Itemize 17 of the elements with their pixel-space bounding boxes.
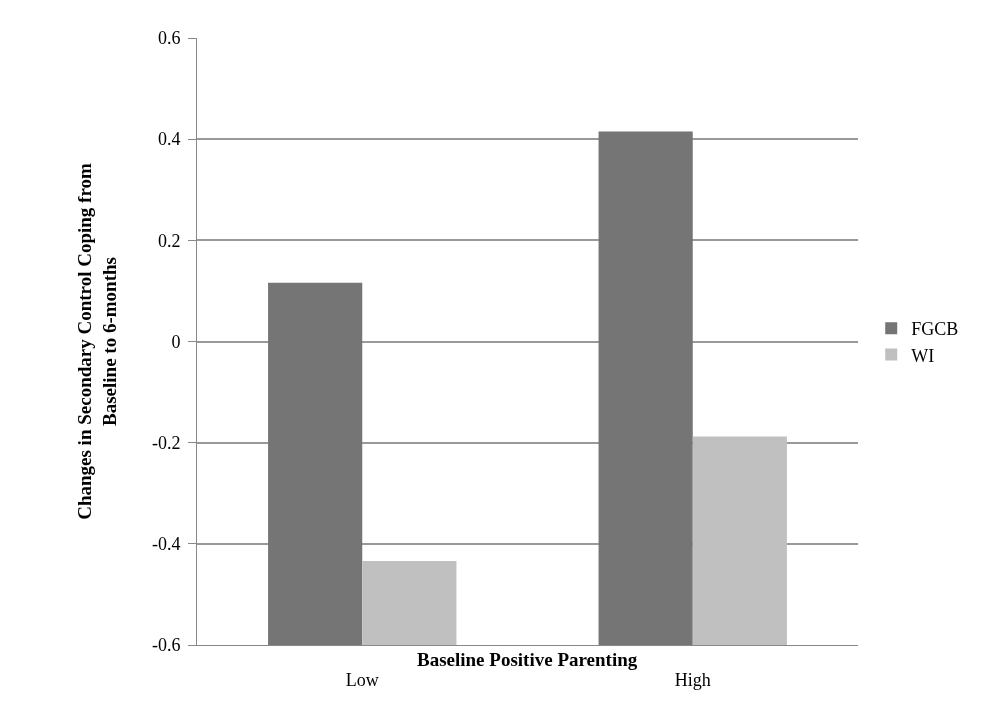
y-tick-label: -0.4 (151, 534, 181, 555)
y-tick-label: -0.6 (151, 635, 181, 656)
legend-label: WI (911, 345, 935, 366)
y-tick-label: 0.6 (157, 28, 181, 49)
legend-label: FGCB (911, 319, 959, 340)
bar (598, 131, 693, 645)
x-axis-title: Baseline Positive Parenting (417, 649, 638, 670)
bar (362, 561, 457, 645)
y-tick-label: 0.4 (157, 129, 181, 150)
y-tick-label: 0 (171, 331, 181, 352)
x-tick-label: Low (345, 669, 379, 690)
bar (268, 282, 363, 645)
y-tick-label: -0.2 (151, 432, 181, 453)
y-axis-title: Changes in Secondary Control Coping from Baseline to 6-months (74, 163, 120, 520)
bar (692, 436, 787, 645)
y-tick-label: 0.2 (157, 230, 181, 251)
x-tick-label: High (674, 669, 711, 690)
